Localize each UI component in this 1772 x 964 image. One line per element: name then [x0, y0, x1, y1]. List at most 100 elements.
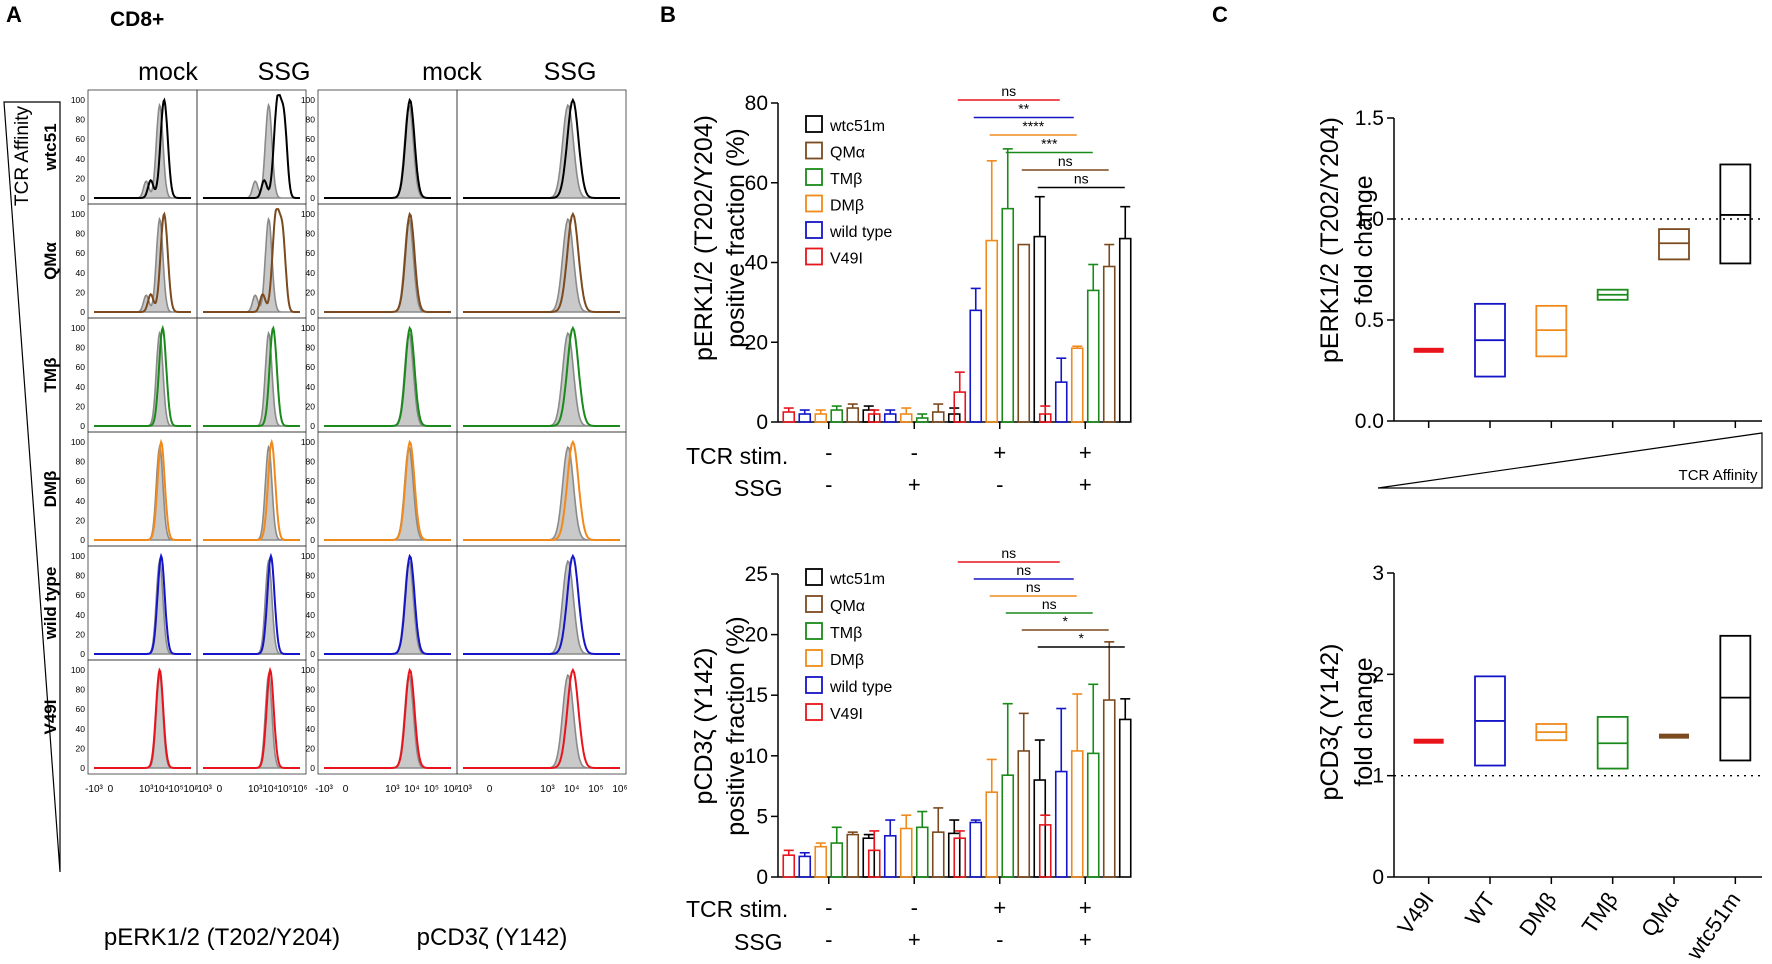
histogram-x-tick: 10⁶ [443, 784, 458, 795]
panel-label-c: C [1212, 2, 1228, 27]
bar-TMβ [1001, 207, 1015, 423]
sample-histogram-line [324, 553, 451, 655]
isotype-histogram-fill [463, 445, 620, 541]
histogram-x-tick: 10³ [540, 784, 555, 795]
histogram-y-tick: 20 [306, 629, 316, 639]
histogram-y-tick: 100 [301, 209, 315, 219]
histogram-cell-frame [196, 545, 307, 661]
histogram-x-tick: 10³ [139, 784, 154, 795]
c-bottom-ylabel-1: pCD3ζ (Y142) [1316, 644, 1344, 801]
histogram-y-tick: 80 [76, 457, 86, 467]
isotype-histogram-fill [324, 217, 451, 313]
sample-histogram-line [324, 97, 451, 199]
histogram-cell-frame [456, 545, 627, 661]
significance-label: *** [1041, 136, 1058, 152]
histogram-row-label-1: QMα [41, 242, 60, 280]
legend-swatch-TMβ [805, 622, 823, 640]
ssg-value: + [908, 927, 921, 952]
significance-label: ns [1026, 579, 1041, 595]
histogram-cell-frame [317, 203, 458, 319]
bar-DMβ [814, 413, 828, 423]
sample-histogram-line [463, 553, 620, 655]
category-label-0: V49I [1392, 888, 1438, 939]
histogram-y-tick: 0 [80, 307, 85, 317]
histogram-y-tick: 20 [306, 743, 316, 753]
erk-histogram-title: pERK1/2 (T202/Y204) [104, 924, 340, 951]
histogram-y-tick: 20 [76, 287, 86, 297]
ssg-value: + [908, 472, 921, 497]
histogram-y-tick: 100 [301, 437, 315, 447]
histogram-row-label-0: wtc51 [41, 123, 60, 171]
histogram-y-tick: 0 [80, 421, 85, 431]
histogram-y-tick: 60 [306, 248, 316, 258]
isotype-histogram-fill [94, 102, 191, 199]
y-tick-label: 1.0 [1355, 208, 1384, 231]
bar-QMα [1102, 265, 1116, 423]
legend-label: DMβ [830, 652, 864, 669]
bar-DMβ [985, 791, 999, 878]
sample-histogram-line [463, 325, 620, 427]
legend-label: wild type [829, 679, 892, 696]
histogram-cell-frame [196, 317, 307, 433]
histogram-cell-frame [456, 89, 627, 205]
significance-label: ns [1016, 562, 1031, 578]
sample-histogram-line [463, 667, 620, 769]
histogram-y-tick: 0 [310, 193, 315, 203]
bar-DMβ [1070, 750, 1084, 878]
histogram-y-tick: 100 [71, 323, 85, 333]
histogram-cell-frame [456, 317, 627, 433]
bar-QMα [1017, 243, 1031, 423]
histogram-y-tick: 20 [306, 515, 316, 525]
histogram-x-tick: -10³ [315, 784, 333, 795]
y-tick-label: 1.5 [1355, 107, 1384, 130]
category-label-3: TMβ [1577, 888, 1623, 939]
histogram-y-tick: 40 [76, 268, 86, 278]
significance-label: * [1063, 613, 1069, 629]
histogram-y-tick: 0 [310, 307, 315, 317]
legend-label: wild type [829, 224, 892, 241]
b-bottom-ssg-label: SSG [734, 929, 783, 955]
ssg-value: + [1079, 472, 1092, 497]
range-box-QMα [1658, 228, 1690, 261]
bar-DMβ [1070, 347, 1084, 423]
isotype-histogram-fill [203, 672, 300, 769]
histogram-y-tick: 60 [306, 590, 316, 600]
bar-wtc51m [1118, 237, 1132, 423]
histogram-x-tick: 10⁶ [612, 784, 627, 795]
bar-wtc51m [1118, 718, 1132, 878]
bar-QMα [846, 407, 860, 423]
category-label-5: wtc51m [1681, 888, 1746, 964]
b-top-tcr-label: TCR stim. [686, 443, 788, 469]
sample-histogram-line [203, 552, 300, 655]
sample-histogram-line [463, 97, 620, 199]
isotype-histogram-fill [94, 216, 191, 313]
histogram-cell-frame [317, 659, 458, 775]
sample-histogram-line [94, 667, 191, 769]
bar-DMβ [985, 239, 999, 423]
y-tick-label: 60 [745, 172, 768, 195]
y-tick-label: 3 [1372, 562, 1384, 585]
sample-histogram-line [324, 325, 451, 427]
bar-QMα [846, 833, 860, 878]
bar-QMα [931, 411, 945, 423]
isotype-histogram-fill [463, 103, 620, 199]
histogram-y-tick: 20 [76, 629, 86, 639]
range-box-wtc51m [1719, 163, 1752, 265]
tcr-stim-value: + [993, 440, 1006, 465]
histogram-row-label-5: V49I [41, 700, 60, 735]
histogram-y-tick: 0 [310, 763, 315, 773]
histogram-x-tick: 10⁶ [183, 784, 198, 795]
tcr-stim-value: - [825, 440, 832, 465]
isotype-histogram-fill [463, 217, 620, 313]
isotype-histogram-fill [94, 444, 191, 541]
legend-label: DMβ [830, 198, 864, 215]
y-tick-label: 10 [745, 745, 768, 768]
isotype-histogram-fill [324, 445, 451, 541]
bar-wild-type [969, 309, 983, 423]
histogram-y-tick: 0 [80, 193, 85, 203]
legend-label: QMα [830, 145, 865, 162]
significance-label: ns [1001, 83, 1016, 99]
bar-QMα [1017, 750, 1031, 878]
sample-histogram-line [324, 439, 451, 541]
legend-swatch-TMβ [805, 168, 823, 186]
